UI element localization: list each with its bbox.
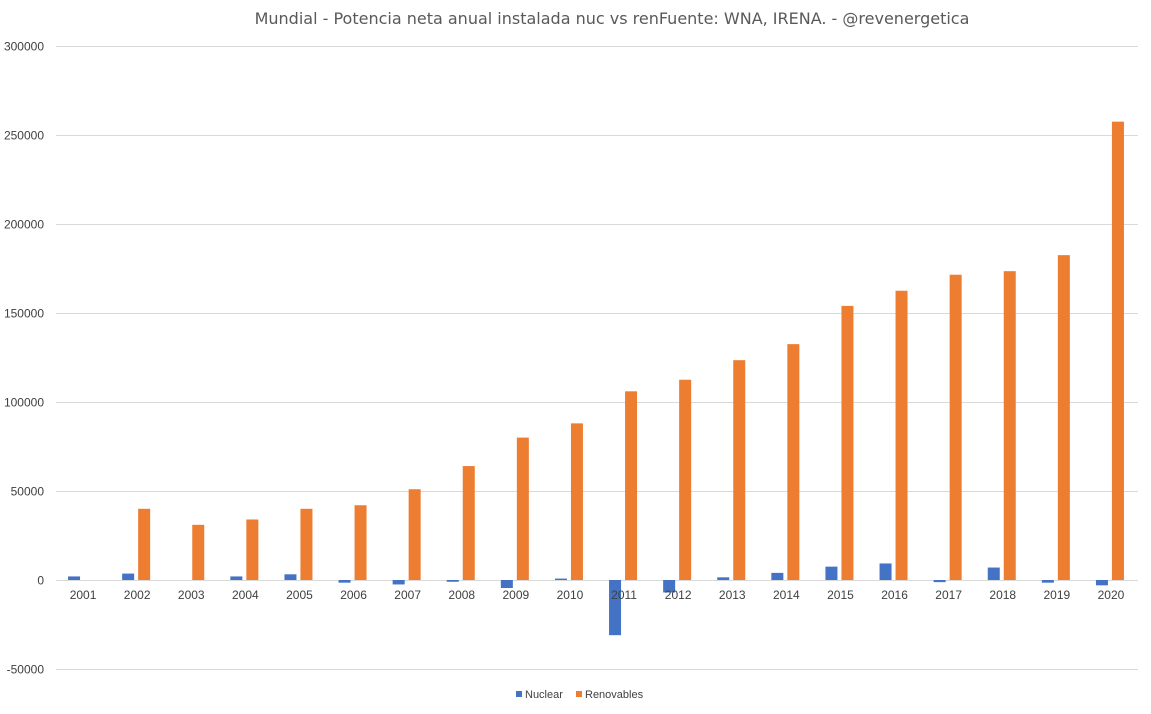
x-tick-label: 2010: [557, 588, 584, 602]
bar-nuclear-2004: [230, 576, 243, 580]
x-tick-label: 2014: [773, 588, 800, 602]
bar-renovables-2007: [408, 489, 421, 580]
x-tick-label: 2018: [989, 588, 1016, 602]
bar-nuclear-2001: [68, 576, 81, 580]
x-tick-label: 2011: [611, 588, 637, 602]
x-tick-label: 2020: [1098, 588, 1125, 602]
y-tick-label: 50000: [11, 485, 45, 499]
x-tick-label: 2001: [70, 588, 97, 602]
x-tick-label: 2007: [394, 588, 421, 602]
bar-nuclear-2010: [554, 578, 567, 580]
y-tick-label: 150000: [4, 307, 44, 321]
bar-renovables-2009: [516, 437, 529, 580]
bar-renovables-2006: [354, 505, 367, 580]
bar-nuclear-2012: [663, 580, 676, 593]
bar-nuclear-2016: [879, 563, 892, 580]
bar-nuclear-2017: [933, 580, 946, 583]
bar-nuclear-2005: [284, 574, 297, 580]
bar-renovables-2010: [570, 423, 583, 580]
x-tick-label: 2006: [340, 588, 367, 602]
bar-renovables-2019: [1057, 255, 1070, 580]
bar-nuclear-2013: [717, 577, 730, 580]
y-tick-label: 300000: [4, 40, 44, 54]
chart-title: Mundial - Potencia neta anual instalada …: [255, 9, 970, 28]
x-tick-label: 2019: [1043, 588, 1070, 602]
x-tick-label: 2005: [286, 588, 313, 602]
y-tick-label: 250000: [4, 129, 44, 143]
bar-renovables-2020: [1111, 121, 1124, 581]
legend-swatch-renovables: [576, 691, 582, 697]
x-tick-label: 2016: [881, 588, 908, 602]
x-tick-label: 2003: [178, 588, 205, 602]
bar-renovables-2002: [138, 508, 151, 580]
bar-renovables-2012: [679, 379, 692, 580]
bar-renovables-2014: [787, 344, 800, 580]
x-axis-ticks: 2001 2002 2003 2004 2005 2006 2007 2008 2009 2010…: [70, 588, 1125, 602]
x-tick-label: 2013: [719, 588, 746, 602]
y-tick-label: 100000: [4, 396, 44, 410]
bar-renovables-2004: [246, 519, 259, 580]
x-tick-label: 2004: [232, 588, 259, 602]
bar-nuclear-2009: [500, 580, 513, 589]
x-tick-label: 2002: [124, 588, 151, 602]
y-tick-label: 200000: [4, 218, 44, 232]
bar-nuclear-2002: [122, 573, 135, 580]
bar-renovables-2016: [895, 290, 908, 580]
x-tick-label: 2015: [827, 588, 854, 602]
bar-renovables-2008: [462, 466, 475, 580]
legend: Nuclear Renovables: [516, 689, 644, 701]
bar-nuclear-2020: [1095, 580, 1108, 586]
bar-renovables-2005: [300, 508, 313, 580]
x-tick-label: 2008: [448, 588, 475, 602]
bar-nuclear-2019: [1041, 580, 1054, 583]
bar-renovables-2018: [1003, 271, 1016, 580]
x-tick-label: 2009: [502, 588, 529, 602]
y-tick-label: 0: [37, 574, 44, 588]
bar-nuclear-2007: [392, 580, 405, 585]
bar-renovables-2013: [733, 360, 746, 580]
bar-renovables-2011: [625, 391, 638, 580]
x-tick-label: 2012: [665, 588, 692, 602]
legend-label-renovables: Renovables: [585, 689, 644, 701]
y-tick-label: -50000: [7, 663, 45, 677]
bar-nuclear-2011: [609, 580, 622, 636]
bar-nuclear-2006: [338, 580, 351, 583]
bar-nuclear-2018: [987, 567, 1000, 580]
bar-renovables-2003: [192, 524, 205, 580]
bar-nuclear-2014: [771, 572, 784, 580]
y-axis-ticks: -50000 0 50000 100000 150000 200000 250000 3000…: [4, 40, 44, 677]
gridlines: [56, 46, 1138, 670]
legend-swatch-nuclear: [516, 691, 522, 697]
bar-renovables-2015: [841, 305, 854, 580]
bars: [68, 121, 1124, 636]
legend-label-nuclear: Nuclear: [525, 689, 563, 701]
bar-renovables-2017: [949, 274, 962, 580]
x-tick-label: 2017: [935, 588, 962, 602]
bar-nuclear-2015: [825, 566, 838, 580]
bar-nuclear-2008: [446, 580, 459, 582]
